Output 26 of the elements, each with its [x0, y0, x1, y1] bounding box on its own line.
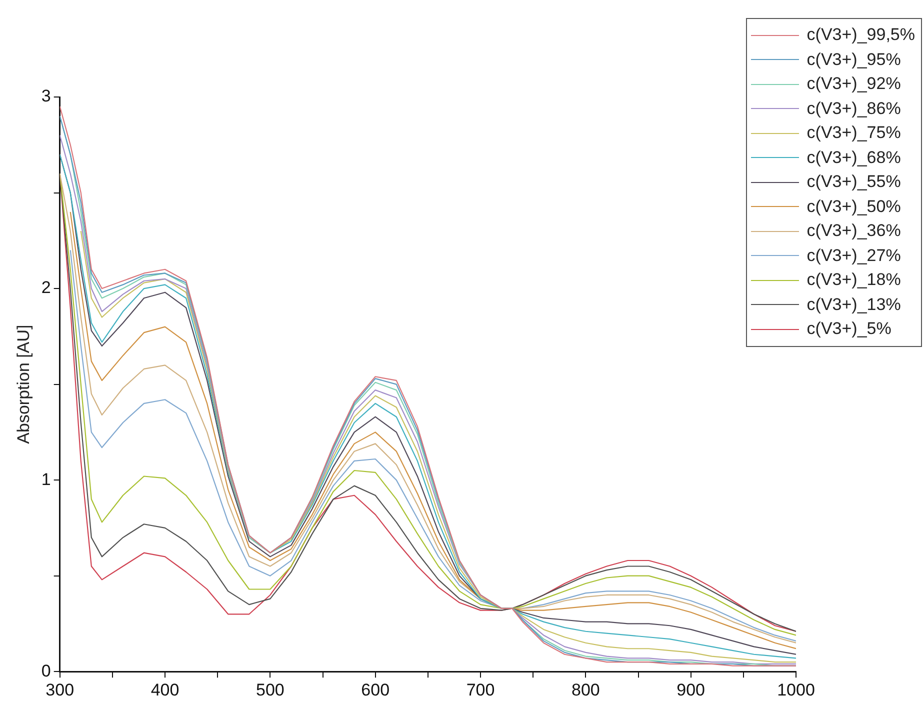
legend-label: c(V3+)_75% [806, 123, 901, 144]
x-tick-label: 700 [466, 680, 495, 700]
x-tick-label: 300 [46, 680, 74, 700]
legend-label: c(V3+)_68% [806, 148, 901, 168]
legend-label: c(V3+)_18% [806, 270, 901, 290]
x-tick-label: 800 [571, 680, 600, 700]
y-tick-label: 0 [41, 661, 51, 680]
legend-label: c(V3+)_36% [806, 221, 901, 242]
legend-label: c(V3+)_95% [806, 50, 901, 70]
legend-label: c(V3+)_99,5% [806, 25, 915, 46]
x-tick-label: 900 [676, 680, 706, 700]
legend-label: c(V3+)_27% [806, 246, 901, 266]
y-tick-label: 3 [41, 86, 51, 106]
x-tick-label: 600 [361, 680, 390, 700]
y-axis-title: Absorption [AU] [14, 324, 33, 444]
legend-label: c(V3+)_55% [806, 172, 901, 192]
legend-label: c(V3+)_50% [806, 196, 901, 217]
x-tick-label: 1000 [777, 680, 815, 700]
legend-label: c(V3+)_92% [806, 74, 901, 94]
legend-label: c(V3+)_86% [806, 98, 901, 119]
y-tick-label: 2 [41, 278, 51, 298]
x-tick-label: 500 [256, 680, 284, 700]
legend-label: c(V3+)_5% [806, 319, 892, 340]
x-tick-label: 400 [150, 680, 180, 700]
y-tick-label: 1 [41, 470, 51, 489]
legend-label: c(V3+)_13% [806, 294, 901, 315]
